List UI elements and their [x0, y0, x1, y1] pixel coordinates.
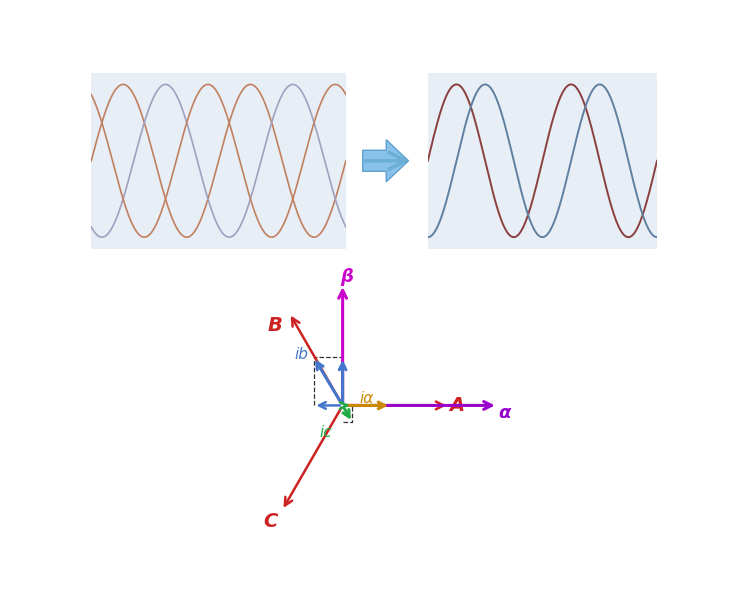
Text: B: B	[267, 316, 283, 335]
Polygon shape	[363, 140, 409, 182]
Text: β: β	[340, 268, 353, 286]
Text: ib: ib	[294, 347, 308, 362]
Text: A: A	[449, 396, 464, 415]
Text: iα: iα	[360, 391, 374, 406]
Text: α: α	[499, 404, 511, 422]
Text: C: C	[263, 512, 277, 531]
Text: ic: ic	[319, 424, 332, 440]
